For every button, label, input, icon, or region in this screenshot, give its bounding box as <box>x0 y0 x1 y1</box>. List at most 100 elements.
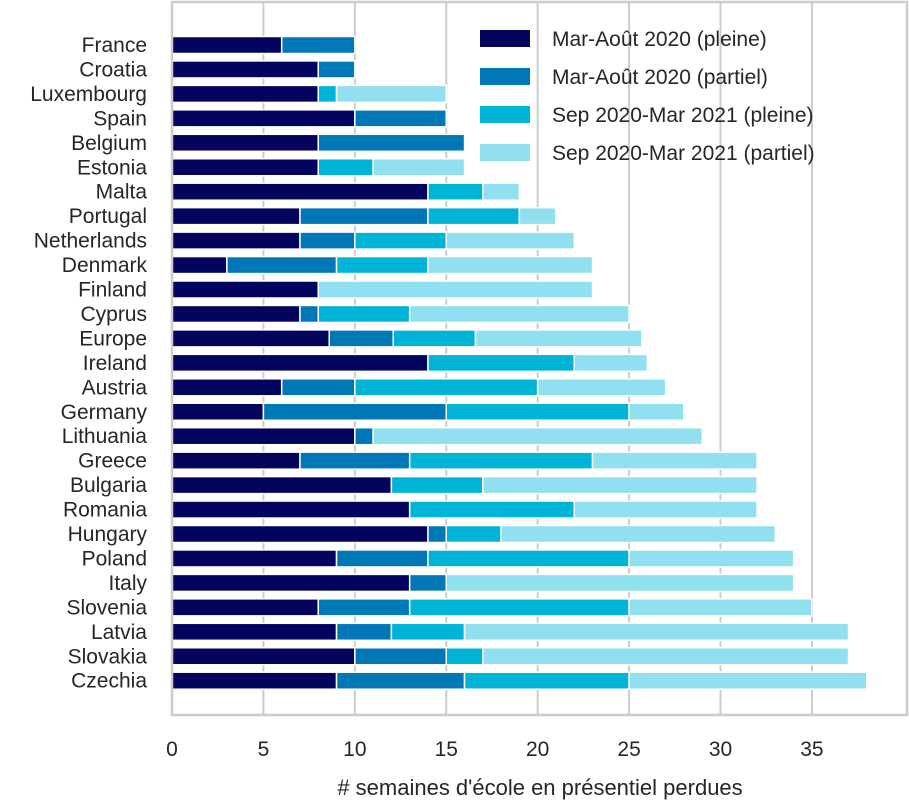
bar-segment <box>171 378 283 397</box>
y-tick-label: Czechia <box>71 670 147 693</box>
y-tick-label: Spain <box>93 107 147 130</box>
bar-segment <box>335 549 429 568</box>
y-tick-label: Denmark <box>62 254 148 277</box>
bar-segment <box>445 524 502 544</box>
plot-frame <box>170 0 909 717</box>
bar-segment <box>408 573 448 593</box>
bar-segment <box>408 598 630 617</box>
bar-segment <box>463 671 630 690</box>
bar-segment <box>390 622 466 642</box>
bar-segment <box>573 353 649 373</box>
y-tick-label: Latvia <box>91 621 147 644</box>
bar-segment <box>171 353 429 373</box>
y-tick-label: Lithuania <box>62 425 148 448</box>
bar-segment <box>408 451 594 470</box>
x-tick-label: 10 <box>343 738 366 761</box>
bar-segment <box>427 353 575 373</box>
y-tick-label: Italy <box>108 572 147 595</box>
y-tick-label: Estonia <box>77 156 147 179</box>
bar-segment <box>591 451 758 470</box>
bar-segment <box>482 475 758 495</box>
bar-segment <box>536 378 667 397</box>
bar-segment <box>408 304 630 324</box>
y-tick-label: Netherlands <box>34 230 147 253</box>
x-tick-label: 20 <box>526 738 549 761</box>
bar-segment <box>335 255 429 275</box>
x-tick-label: 30 <box>709 738 732 761</box>
y-tick-label: Poland <box>82 547 147 570</box>
bar-segment <box>171 475 393 495</box>
legend-label: Sep 2020-Mar 2021 (partiel) <box>552 142 815 165</box>
bar-segment <box>427 206 521 226</box>
bar-segment <box>171 671 338 690</box>
y-tick-label: Luxembourg <box>30 83 147 106</box>
bar-segment <box>427 524 448 544</box>
bar-segment <box>171 329 330 348</box>
bar-segment <box>171 451 301 470</box>
bar-segment <box>171 206 301 226</box>
bar-segment <box>427 255 594 275</box>
bar-segment <box>392 329 477 348</box>
legend-label: Sep 2020-Mar 2021 (pleine) <box>552 104 814 127</box>
bar-segment <box>518 206 557 226</box>
bar-segment <box>445 573 795 593</box>
bar-segment <box>628 549 795 568</box>
bar-segment <box>171 598 320 617</box>
bar-segment <box>226 255 338 275</box>
bar-segment <box>171 231 301 250</box>
legend-swatch <box>480 106 530 123</box>
y-tick-label: Ireland <box>83 352 147 375</box>
y-tick-label: Portugal <box>69 205 147 228</box>
bar-segment <box>317 280 594 299</box>
y-tick-label: Malta <box>96 181 148 204</box>
bar-segment <box>408 500 575 519</box>
bar-segment <box>171 573 411 593</box>
bar-segment <box>171 84 320 104</box>
bar-segment <box>427 549 630 568</box>
bar-segment <box>445 647 484 666</box>
bar-segment <box>354 378 539 397</box>
legend-label: Mar-Août 2020 (pleine) <box>552 28 767 51</box>
bar-segment <box>171 524 429 544</box>
legend-swatch <box>480 30 530 47</box>
y-tick-label: Bulgaria <box>70 474 147 497</box>
y-tick-label: Greece <box>78 450 147 473</box>
bar-segment <box>390 475 484 495</box>
bar-segment <box>317 133 466 153</box>
y-tick-label: Austria <box>82 376 148 399</box>
bar-segment <box>500 524 777 544</box>
bar-segment <box>171 158 320 177</box>
bar-segment <box>372 426 703 446</box>
x-tick-label: 15 <box>435 738 458 761</box>
bar-segment <box>299 304 320 324</box>
x-tick-label: 25 <box>617 738 640 761</box>
x-tick-label: 5 <box>258 738 270 761</box>
bar-segment <box>317 304 411 324</box>
bar-segment <box>335 84 448 104</box>
bar-segment <box>445 402 630 421</box>
bar-segment <box>171 402 265 421</box>
x-tick-label: 0 <box>166 738 178 761</box>
bar-segment <box>628 598 813 617</box>
legend-label: Mar-Août 2020 (partiel) <box>552 66 768 89</box>
y-tick-label: Europe <box>79 327 147 350</box>
bar-segment <box>317 158 374 177</box>
y-tick-labels: FranceCroatiaLuxembourgSpainBelgiumEston… <box>30 34 147 693</box>
bar-segment <box>628 402 685 421</box>
y-tick-label: Croatia <box>79 58 147 81</box>
bar-segment <box>262 402 448 421</box>
bars <box>171 35 868 690</box>
bar-segment <box>280 35 356 55</box>
bar-segment <box>372 158 466 177</box>
y-tick-label: Slovenia <box>66 596 147 619</box>
bar-segment <box>299 451 411 470</box>
bar-segment <box>427 182 484 201</box>
bar-segment <box>463 622 850 642</box>
bar-segment <box>171 133 320 153</box>
bar-segment <box>280 378 356 397</box>
bar-segment <box>171 109 356 128</box>
bar-segment <box>317 598 411 617</box>
bar-segment <box>171 647 356 666</box>
bar-segment <box>171 426 356 446</box>
